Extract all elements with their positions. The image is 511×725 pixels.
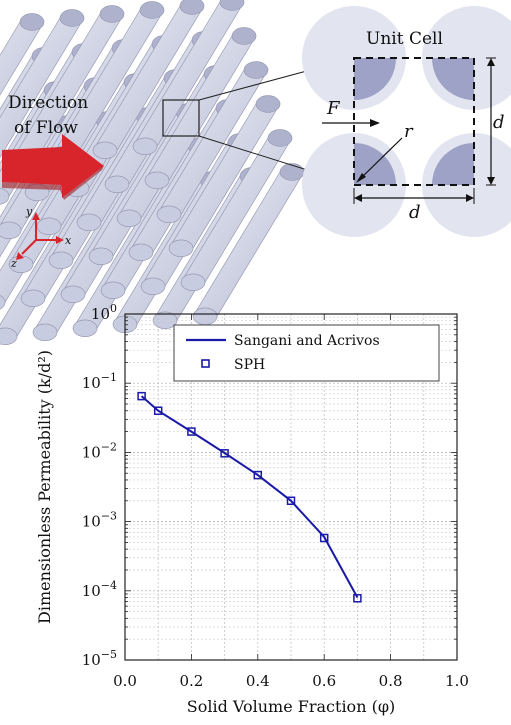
sph-data-point	[220, 449, 229, 458]
cylinder	[0, 9, 85, 158]
sph-data-point	[137, 391, 146, 401]
coordinate-axes-icon	[16, 212, 64, 260]
cylinder	[132, 0, 245, 156]
legend-label-series-2: SPH	[234, 357, 265, 373]
legend-box	[173, 324, 440, 382]
sph-data-point	[286, 496, 296, 506]
legend-label-series-1: Sangani and Acrivos	[234, 333, 380, 349]
legend: Sangani and Acrivos SPH	[173, 324, 440, 382]
y-tick-label: 10−2	[82, 440, 117, 461]
x-tick-labels: 0.0 0.2 0.4 0.6 0.8 1.0	[113, 672, 469, 690]
x-tick-label: 0.2	[179, 672, 203, 690]
sph-data-point	[253, 470, 263, 480]
spacing-dimension-horizontal	[353, 188, 475, 204]
cylinder	[0, 13, 45, 96]
sph-data-point	[319, 533, 329, 543]
cylinder	[180, 129, 293, 291]
sph-data-point	[353, 594, 362, 603]
radius-label: r	[404, 121, 414, 142]
flow-label-line2: of Flow	[14, 118, 78, 138]
sph-data-point	[153, 406, 163, 415]
x-tick-label: 0.6	[312, 672, 336, 690]
y-tick-labels: 100 10−1 10−2 10−3 10−4 10−5	[82, 302, 117, 669]
axis-label-y: y	[25, 205, 33, 218]
x-tick-label: 1.0	[445, 672, 469, 690]
x-tick-label: 0.8	[379, 672, 403, 690]
spacing-label-right: d	[493, 112, 505, 133]
axis-ticks	[124, 314, 458, 661]
y-tick-label: 10−3	[82, 510, 117, 531]
y-tick-label: 10−4	[82, 579, 117, 600]
x-tick-label: 0.4	[246, 672, 270, 690]
cylinder	[156, 61, 269, 224]
spacing-dimension-vertical	[486, 57, 496, 186]
sph-data-point	[187, 427, 196, 436]
cylinder	[168, 95, 281, 258]
cylinder	[92, 0, 205, 160]
series-line-sangani-acrivos	[140, 395, 359, 598]
axis-label-z: z	[10, 257, 17, 270]
y-tick-label: 10−5	[82, 648, 117, 669]
axis-label-x: x	[65, 234, 72, 247]
flow-label-line1: Direction	[8, 93, 88, 113]
x-tick-label: 0.0	[113, 672, 137, 690]
flow-arrow	[2, 134, 104, 200]
cylinder	[144, 27, 257, 190]
y-tick-label: 10−1	[82, 371, 117, 392]
unit-cell-title: Unit Cell	[366, 29, 443, 49]
spacing-label-bottom: d	[409, 202, 421, 223]
zoom-box	[162, 99, 200, 137]
y-axis-title: Dimensionless Permeability (k/d²)	[35, 350, 54, 624]
x-axis-title: Solid Volume Fraction (φ)	[187, 697, 396, 716]
y-tick-label: 100	[91, 302, 117, 323]
series-layer	[137, 391, 362, 603]
force-arrow	[322, 119, 380, 127]
legend-marker-swatch	[201, 359, 210, 368]
plot-frame	[124, 313, 458, 661]
radius-leader	[356, 137, 403, 183]
force-label: F	[326, 98, 341, 119]
permeability-chart: 0.0 0.2 0.4 0.6 0.8 1.0 10010−110−210−310−410…	[35, 302, 469, 716]
